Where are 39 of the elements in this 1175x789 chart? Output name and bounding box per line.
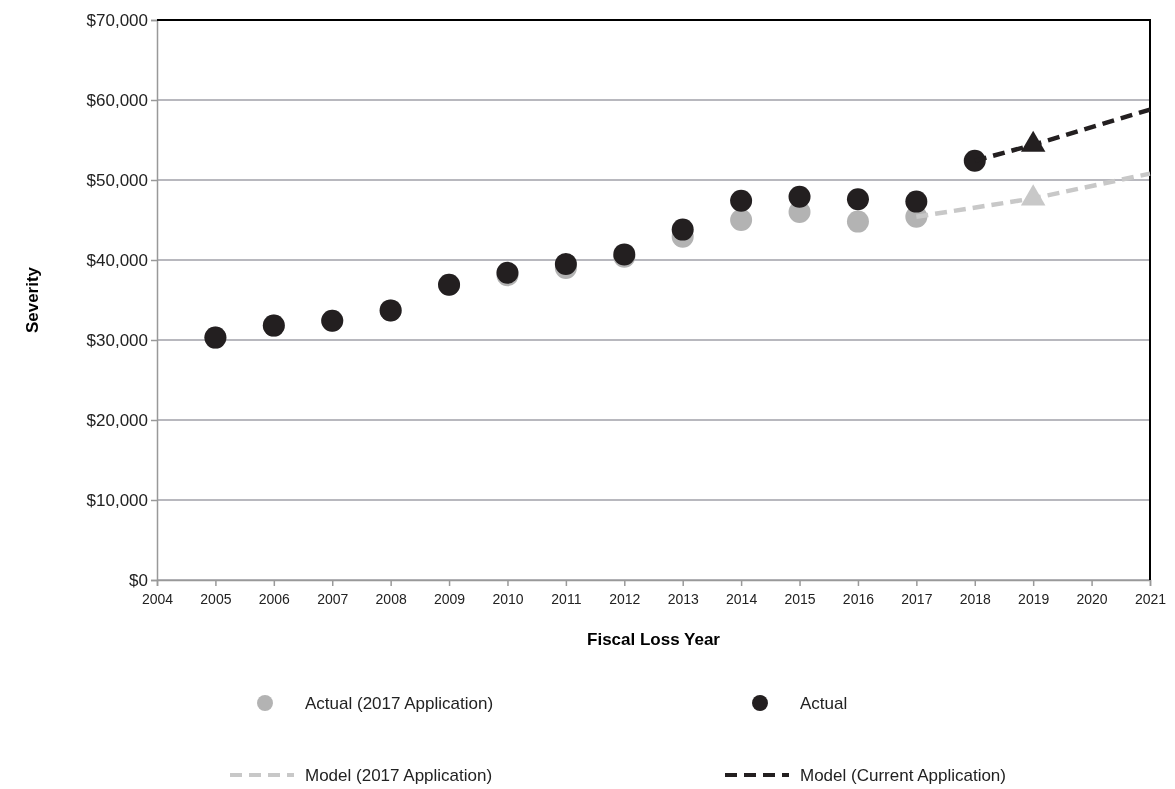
x-tick-label: 2005 [200,591,232,608]
legend-label: Actual [800,694,848,713]
x-tick-label: 2007 [317,591,349,608]
y-tick-label: $40,000 [86,250,148,270]
x-tick-label: 2012 [609,591,641,608]
y-tick-label: $60,000 [86,90,148,110]
legend-label: Model (Current Application) [800,766,1006,785]
x-tick-label: 2014 [726,591,758,608]
y-tick-label: $50,000 [86,170,148,190]
x-tick-label: 2009 [433,591,466,608]
x-tick-label: 2004 [141,591,174,608]
x-tick-label: 2015 [784,591,816,608]
point [905,190,928,213]
x-axis-title: Fiscal Loss Year [587,630,721,649]
y-axis-title: Severity [23,266,42,334]
x-tick-label: 2010 [492,591,524,608]
y-tick-label: $10,000 [86,490,148,510]
y-tick-label: $30,000 [86,330,148,350]
legend-label: Model (2017 Application) [305,766,493,785]
x-tick-label: 2020 [1076,591,1108,608]
x-tick-label: 2013 [667,591,699,608]
x-tick-label: 2006 [258,591,291,608]
x-tick-label: 2011 [551,591,582,608]
x-tick-label: 2008 [375,591,407,608]
y-tick-label: $0 [129,570,148,590]
point [730,189,753,212]
legend-label: Actual (2017 Application) [305,694,494,713]
x-tick-label: 2018 [959,591,992,608]
x-tick-label: 2017 [901,591,933,608]
point [730,209,753,231]
y-tick-label: $20,000 [86,410,148,430]
point [846,188,869,211]
x-tick-label: 2019 [1018,591,1050,608]
point [846,210,869,233]
point [788,185,811,208]
x-tick-label: 2016 [842,591,875,608]
x-tick-label: 2021 [1134,591,1167,608]
point [671,218,694,241]
y-tick-label: $70,000 [86,10,148,30]
